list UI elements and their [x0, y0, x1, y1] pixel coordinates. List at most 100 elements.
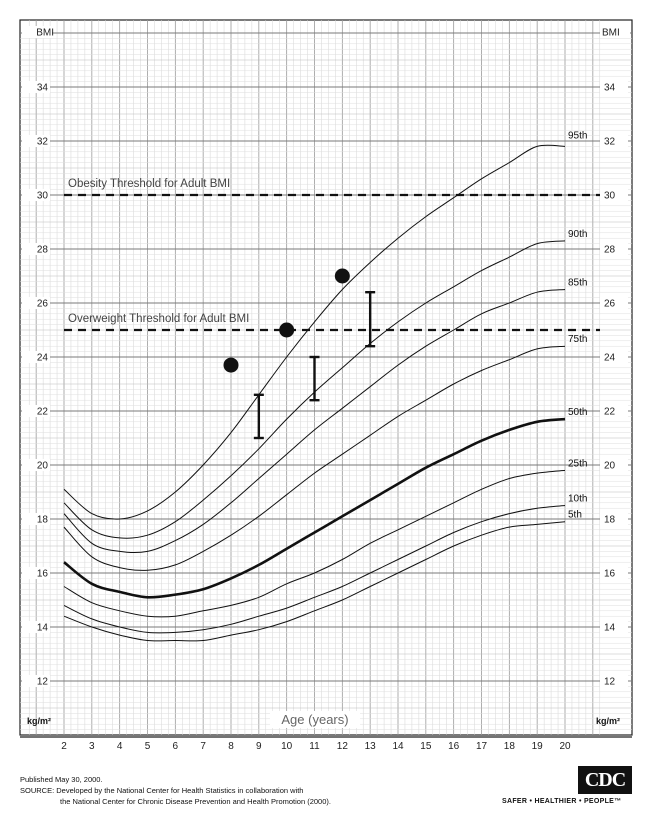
data-point-0: [223, 357, 239, 373]
xlabel-bg: [270, 711, 360, 728]
curve-50th: [63, 417, 566, 599]
y-tick-bg: [22, 297, 50, 309]
y-tick-bg: [22, 189, 50, 201]
x-tick-label: 3: [89, 741, 95, 752]
y-tick-label-right: 26: [604, 299, 616, 310]
bmi-label-left: BMI: [36, 28, 54, 39]
x-tick-label: 2: [61, 741, 67, 752]
curve-label-50th: 50th: [568, 407, 587, 418]
y-tick-bg: [600, 189, 628, 201]
threshold-lines: Obesity Threshold for Adult BMI Overweigh…: [64, 178, 600, 332]
cdc-logo: CDC: [578, 766, 632, 794]
bmi-label-right: BMI: [602, 28, 620, 39]
y-tick-label-right: 32: [604, 137, 616, 148]
y-tick-bg: [22, 351, 50, 363]
cdc-tagline: SAFER • HEALTHIER • PEOPLE™: [502, 798, 622, 805]
y-tick-label-left: 26: [37, 299, 49, 310]
chart-frame: [19, 19, 633, 736]
y-tick-bg: [22, 567, 50, 579]
curve-75th: [63, 345, 566, 571]
y-tick-label-left: 16: [37, 569, 49, 580]
y-tick-label-right: 34: [604, 83, 616, 94]
y-tick-label-right: 12: [604, 677, 616, 688]
x-axis-label: Age (years): [281, 712, 348, 727]
curve-label-95th: 95th: [568, 130, 587, 141]
curve-label-5th: 5th: [568, 510, 582, 521]
source-line-2: the National Center for Chronic Disease …: [60, 797, 331, 806]
y-tick-label-left: 32: [37, 137, 49, 148]
y-tick-label-left: 14: [37, 623, 49, 634]
y-tick-bg: [600, 405, 628, 417]
x-tick-label: 11: [309, 741, 320, 752]
curve-25th: [63, 469, 566, 618]
curve-95th: [63, 144, 566, 520]
y-tick-bg: [600, 243, 628, 255]
y-tick-label-right: 28: [604, 245, 616, 256]
data-point-1: [279, 322, 295, 338]
x-tick-label: 5: [145, 741, 151, 752]
y-tick-bg: [600, 459, 628, 471]
x-tick-label: 20: [559, 741, 571, 752]
y-tick-label-left: 28: [37, 245, 49, 256]
bmi-label-bg: [600, 26, 630, 38]
x-tick-label: 12: [337, 741, 349, 752]
curve-label-90th: 90th: [568, 229, 587, 240]
y-tick-bg: [600, 675, 628, 687]
curve-5th: [63, 521, 566, 642]
y-tick-bg: [22, 81, 50, 93]
curve-label-10th: 10th: [568, 494, 587, 505]
curve-label-25th: 25th: [568, 458, 587, 469]
y-tick-label-right: 22: [604, 407, 616, 418]
x-tick-label: 7: [200, 741, 206, 752]
x-tick-label: 6: [173, 741, 179, 752]
y-tick-bg: [600, 351, 628, 363]
published-note: Published May 30, 2000.: [20, 775, 103, 784]
y-tick-bg: [22, 675, 50, 687]
y-tick-bg: [600, 621, 628, 633]
x-tick-label: 19: [532, 741, 544, 752]
y-tick-label-left: 18: [37, 515, 49, 526]
x-tick-label: 8: [228, 741, 234, 752]
y-tick-label-left: 30: [37, 191, 49, 202]
x-tick-label: 18: [504, 741, 516, 752]
y-tick-bg: [600, 297, 628, 309]
y-tick-bg: [22, 513, 50, 525]
y-tick-bg: [22, 135, 50, 147]
x-tick-label: 10: [281, 741, 293, 752]
y-tick-label-left: 24: [37, 353, 49, 364]
x-tick-label: 15: [420, 741, 432, 752]
y-tick-label-left: 20: [37, 461, 49, 472]
curve-label-75th: 75th: [568, 334, 587, 345]
threshold-label-1: Overweight Threshold for Adult BMI: [68, 313, 249, 325]
y-tick-label-left: 12: [37, 677, 49, 688]
chart-grid: [19, 19, 633, 738]
y-tick-bg: [600, 81, 628, 93]
source-line-1: SOURCE: Developed by the National Center…: [20, 786, 304, 795]
y-tick-bg: [22, 243, 50, 255]
bmi-label-bg: [22, 26, 52, 38]
x-tick-label: 9: [256, 741, 262, 752]
x-tick-label: 14: [392, 741, 404, 752]
y-tick-label-right: 16: [604, 569, 616, 580]
x-tick-label: 4: [117, 741, 123, 752]
y-tick-bg: [22, 621, 50, 633]
y-tick-bg: [600, 513, 628, 525]
y-tick-label-left: 34: [37, 83, 49, 94]
y-tick-bg: [22, 459, 50, 471]
curve-85th: [63, 289, 566, 554]
x-tick-label: 16: [448, 741, 460, 752]
y-tick-bg: [600, 135, 628, 147]
data-point-2: [334, 268, 350, 284]
data-marks: [223, 268, 376, 440]
y-tick-bg: [22, 405, 50, 417]
threshold-label-0: Obesity Threshold for Adult BMI: [68, 178, 230, 190]
percentile-curves: 95th 90th 85th 75th 50th 25th 10th 5th: [63, 130, 587, 642]
x-tick-label: 13: [365, 741, 377, 752]
curve-label-85th: 85th: [568, 278, 587, 289]
y-tick-label-right: 20: [604, 461, 616, 472]
unit-label-right: kg/m²: [596, 716, 620, 726]
unit-label-left: kg/m²: [27, 716, 51, 726]
y-tick-label-right: 14: [604, 623, 616, 634]
